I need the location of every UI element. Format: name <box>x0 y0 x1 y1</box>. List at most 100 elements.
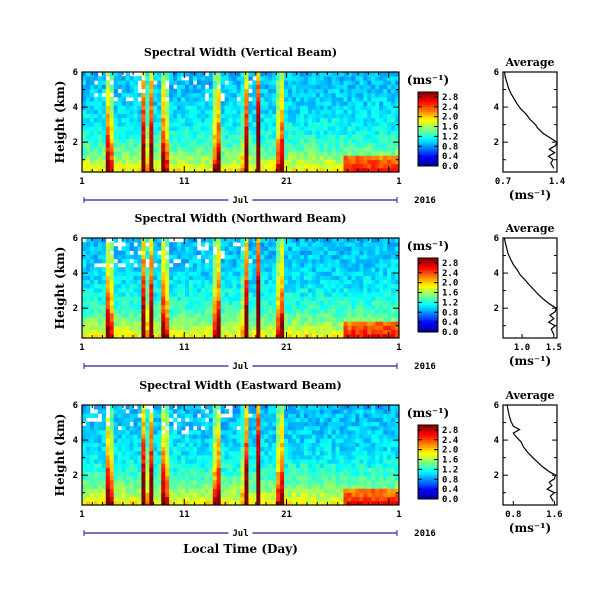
y-tick-label: 2 <box>73 138 78 148</box>
panel-title: Spectral Width (Vertical Beam) <box>144 46 337 59</box>
colorbar-tick-label: 0.4 <box>442 485 459 495</box>
colorbar-tick-label: 1.2 <box>442 132 458 142</box>
colorbar-tick-label: 2.8 <box>442 93 458 103</box>
colorbar-tick-label: 0.4 <box>442 152 459 162</box>
y-tick-label: 6 <box>73 68 78 78</box>
x-tick-label: 1 <box>396 177 401 187</box>
y-tick-label: 6 <box>73 234 78 244</box>
x-tick-label: 1 <box>79 510 84 520</box>
colorbar-tick-label: 2.4 <box>442 436 459 446</box>
y-tick-label: 4 <box>73 269 79 279</box>
average-y-tick-label: 6 <box>494 234 499 244</box>
year-label: 2016 <box>414 196 436 206</box>
average-y-tick-label: 6 <box>494 401 499 411</box>
year-label: 2016 <box>414 529 436 539</box>
y-tick-label: 2 <box>73 471 78 481</box>
average-title: Average <box>504 222 554 235</box>
panel-2: Spectral Width (Eastward Beam)1 11 21 1246H… <box>53 379 563 556</box>
colorbar-tick-label: 2.8 <box>442 259 458 269</box>
y-tick-label: 2 <box>73 304 78 314</box>
average-x-axis-label: (ms⁻¹) <box>509 188 551 202</box>
y-tick-label: 4 <box>73 436 79 446</box>
colorbar-tick-label: 0.0 <box>442 495 458 505</box>
colorbar-tick-label: 0.0 <box>442 328 458 338</box>
colorbar-tick-label: 0.8 <box>442 308 458 318</box>
average-title: Average <box>504 389 554 402</box>
colorbar-tick-label: 1.2 <box>442 298 458 308</box>
y-axis-label: Height (km) <box>53 81 67 164</box>
colorbar-unit: (ms⁻¹) <box>407 73 449 87</box>
average-profile-line <box>503 71 558 169</box>
average-y-tick-label: 4 <box>494 103 500 113</box>
average-panel: Average 2 4 6 0.7 1.4(ms⁻¹) <box>494 56 566 202</box>
x-axis-label: Local Time (Day) <box>183 542 298 556</box>
x-tick-label: 1 <box>79 343 84 353</box>
average-title: Average <box>504 56 554 69</box>
heatmap-cells <box>82 405 400 506</box>
average-y-tick-label: 6 <box>494 68 499 78</box>
colorbar-tick-label: 2.0 <box>442 113 458 123</box>
average-y-tick-label: 4 <box>494 269 500 279</box>
average-panel: Average 2 4 6 0.8 1.6(ms⁻¹) <box>494 389 563 535</box>
average-x-tick-label: 1.5 <box>546 343 562 353</box>
x-tick-label: 21 <box>281 177 292 187</box>
heatmap-cells <box>82 72 400 173</box>
x-tick-label: 21 <box>281 510 292 520</box>
colorbar-tick-label: 2.8 <box>442 426 458 436</box>
colorbar-tick-label: 2.4 <box>442 269 459 279</box>
x-tick-label: 1 <box>396 510 401 520</box>
average-profile-line <box>503 237 558 335</box>
colorbar-tick-label: 2.0 <box>442 279 458 289</box>
average-x-tick-label: 1.6 <box>546 510 562 520</box>
colorbar: 0.00.40.81.21.62.02.42.8 <box>417 424 459 505</box>
colorbar-tick-label: 2.0 <box>442 446 458 456</box>
average-y-tick-label: 2 <box>494 471 499 481</box>
colorbar-tick-label: 2.4 <box>442 103 459 113</box>
colorbar-tick-label: 1.6 <box>442 123 458 133</box>
x-tick-label: 11 <box>179 177 190 187</box>
x-tick-label: 11 <box>179 510 190 520</box>
panel-title: Spectral Width (Northward Beam) <box>135 212 347 225</box>
average-x-axis-label: (ms⁻¹) <box>509 354 551 368</box>
colorbar: 0.00.40.81.21.62.02.42.8 <box>417 91 459 172</box>
average-x-tick-label: 1.0 <box>514 343 530 353</box>
colorbar-unit: (ms⁻¹) <box>407 239 449 253</box>
colorbar-tick-label: 1.6 <box>442 456 458 466</box>
panel-0: Spectral Width (Vertical Beam)1 11 21 1246H… <box>53 46 566 206</box>
colorbar-tick-label: 0.8 <box>442 142 458 152</box>
year-label: 2016 <box>414 362 436 372</box>
average-x-axis-label: (ms⁻¹) <box>509 521 551 535</box>
month-label: Jul <box>232 529 248 539</box>
y-tick-label: 4 <box>73 103 79 113</box>
average-profile-line <box>506 404 557 502</box>
heatmap-frame <box>81 71 400 173</box>
colorbar-tick-label: 0.8 <box>442 475 458 485</box>
average-x-tick-label: 1.4 <box>549 177 566 187</box>
average-y-tick-label: 2 <box>494 138 499 148</box>
x-tick-label: 21 <box>281 343 292 353</box>
y-tick-label: 6 <box>73 401 78 411</box>
colorbar-unit: (ms⁻¹) <box>407 406 449 420</box>
colorbar-tick-label: 1.6 <box>442 289 458 299</box>
colorbar: 0.00.40.81.21.62.02.42.8 <box>417 257 459 338</box>
x-tick-label: 1 <box>79 177 84 187</box>
heatmap-cells <box>82 238 400 339</box>
colorbar-tick-label: 0.4 <box>442 318 459 328</box>
colorbar-tick-label: 0.0 <box>442 162 458 172</box>
month-label: Jul <box>232 196 248 206</box>
colorbar-tick-label: 1.2 <box>442 465 458 475</box>
x-tick-label: 1 <box>396 343 401 353</box>
y-axis-label: Height (km) <box>53 247 67 330</box>
heatmap-frame <box>81 237 400 339</box>
heatmap-frame <box>81 404 400 506</box>
panel-1: Spectral Width (Northward Beam)1 11 21 1246… <box>53 212 562 372</box>
panel-title: Spectral Width (Eastward Beam) <box>139 379 341 392</box>
month-label: Jul <box>232 362 248 372</box>
average-y-tick-label: 2 <box>494 304 499 314</box>
average-y-tick-label: 4 <box>494 436 500 446</box>
average-x-tick-label: 0.7 <box>495 177 511 187</box>
average-panel: Average 2 4 6 1.0 1.5(ms⁻¹) <box>494 222 562 368</box>
x-tick-label: 11 <box>179 343 190 353</box>
y-axis-label: Height (km) <box>53 414 67 497</box>
